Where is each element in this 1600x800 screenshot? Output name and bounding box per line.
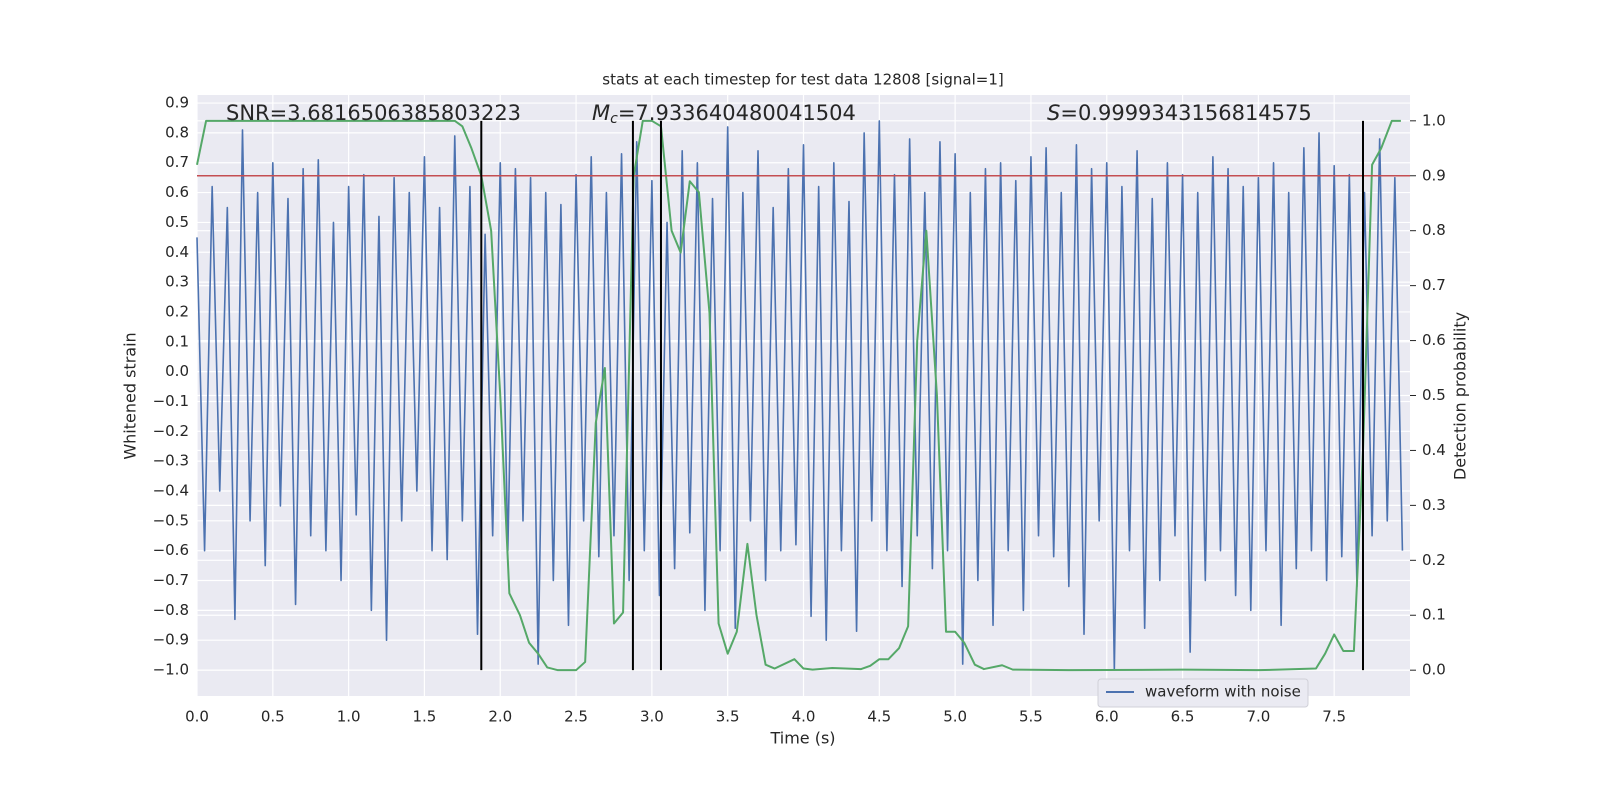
y2-tick-label: 0.9 <box>1422 166 1446 184</box>
x-tick-label: 1.5 <box>413 708 437 726</box>
legend-label: waveform with noise <box>1145 683 1301 701</box>
y2-tick-label: 0.2 <box>1422 551 1446 569</box>
y2-tick-label: 0.0 <box>1422 661 1446 679</box>
y2-axis-label: Detection probability <box>1451 312 1470 480</box>
y-tick-label: 0.6 <box>165 183 189 201</box>
y-tick-label: −0.8 <box>153 601 189 619</box>
legend-box <box>1097 678 1309 708</box>
y-tick-label: −0.1 <box>153 392 189 410</box>
y2-tick-label: 0.1 <box>1422 606 1446 624</box>
annotation: SNR=3.6816506385803223 <box>226 101 521 125</box>
y-tick-label: −0.6 <box>153 541 189 559</box>
x-tick-label: 3.5 <box>716 708 740 726</box>
x-tick-label: 4.5 <box>867 708 891 726</box>
y-tick-label: −0.5 <box>153 511 189 529</box>
annotation-text: SNR=3.6816506385803223 <box>226 101 521 125</box>
waveform-line <box>196 120 1404 671</box>
x-tick-label: 3.0 <box>640 708 664 726</box>
x-tick-label: 2.0 <box>488 708 512 726</box>
annotation-symbol: S <box>1047 101 1060 125</box>
x-tick-label: 7.0 <box>1246 708 1270 726</box>
y2-tick-label: 0.4 <box>1422 441 1446 459</box>
annotation-subscript: c <box>610 111 618 127</box>
x-tick-label: 6.0 <box>1095 708 1119 726</box>
y-tick-label: −0.7 <box>153 571 189 589</box>
x-tick-label: 2.5 <box>564 708 588 726</box>
y2-tick-label: 0.8 <box>1422 221 1446 239</box>
y-axis-label: Whitened strain <box>121 332 140 459</box>
y-tick-label: −0.3 <box>153 452 189 470</box>
x-tick-label: 5.0 <box>943 708 967 726</box>
y-tick-label: 0.9 <box>165 94 189 112</box>
y2-tick-label: 0.3 <box>1422 496 1446 514</box>
chart-title: stats at each timestep for test data 128… <box>602 71 1003 89</box>
y2-tick-label: 0.6 <box>1422 331 1446 349</box>
annotation-text: =0.9999343156814575 <box>1060 101 1311 125</box>
x-tick-label: 6.5 <box>1171 708 1195 726</box>
y2-tick-label: 0.7 <box>1422 276 1446 294</box>
annotation-text: =7.933640480041504 <box>618 101 856 125</box>
y2-tick-label: 1.0 <box>1422 111 1446 129</box>
y-tick-label: −0.2 <box>153 422 189 440</box>
y-tick-label: −0.9 <box>153 631 189 649</box>
probability-line <box>196 119 1401 672</box>
x-axis-label: Time (s) <box>769 729 835 748</box>
y-tick-label: 0.3 <box>165 273 189 291</box>
y2-tick-label: 0.5 <box>1422 386 1446 404</box>
x-tick-label: 1.0 <box>337 708 361 726</box>
x-tick-label: 0.0 <box>185 708 209 726</box>
annotation: Mc=7.933640480041504 <box>592 101 856 127</box>
y-tick-label: 0.7 <box>165 153 189 171</box>
x-tick-label: 7.5 <box>1322 708 1346 726</box>
y-tick-label: 0.2 <box>165 302 189 320</box>
y-tick-label: −1.0 <box>153 661 189 679</box>
y-tick-label: −0.4 <box>153 481 189 499</box>
x-tick-label: 5.5 <box>1019 708 1043 726</box>
y-tick-label: 0.1 <box>165 332 189 350</box>
y-tick-label: 0.5 <box>165 213 189 231</box>
annotation: S=0.9999343156814575 <box>1047 101 1312 125</box>
y-tick-label: 0.0 <box>165 362 189 380</box>
y-tick-label: 0.8 <box>165 123 189 141</box>
x-tick-label: 0.5 <box>261 708 285 726</box>
x-tick-label: 4.0 <box>792 708 816 726</box>
annotation-symbol: M <box>592 101 610 125</box>
y-tick-label: 0.4 <box>165 243 189 261</box>
